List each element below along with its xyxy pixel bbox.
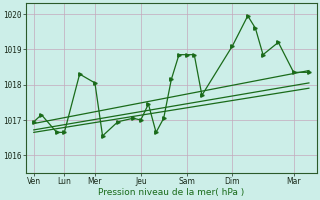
X-axis label: Pression niveau de la mer( hPa ): Pression niveau de la mer( hPa ) [98, 188, 244, 197]
